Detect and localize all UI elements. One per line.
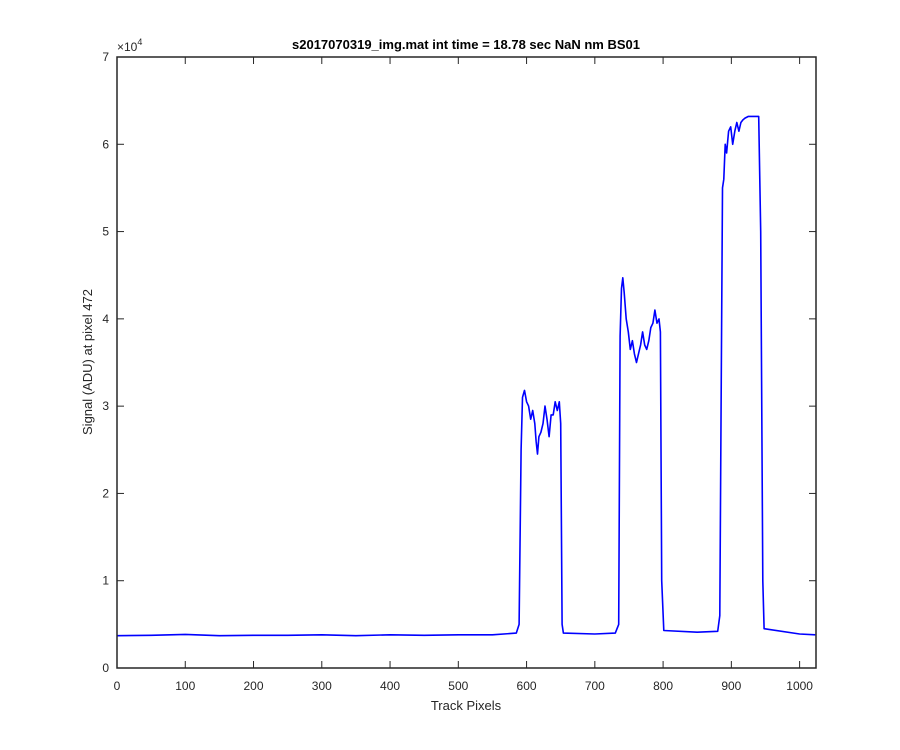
x-tick-label-6: 600	[517, 679, 537, 693]
y-axis-label: Signal (ADU) at pixel 472	[80, 289, 95, 435]
y-tick-label-1: 1	[102, 574, 109, 588]
axes-frame	[116, 56, 817, 669]
x-tick-label-8: 800	[653, 679, 673, 693]
y-tick-label-3: 3	[102, 399, 109, 413]
x-tick-label-1: 100	[175, 679, 195, 693]
x-tick-label-0: 0	[114, 679, 121, 693]
plot-area	[117, 57, 816, 668]
x-tick-label-4: 400	[380, 679, 400, 693]
y-tick-label-2: 2	[102, 486, 109, 500]
y-tick-label-5: 5	[102, 225, 109, 239]
x-tick-label-10: 1000	[786, 679, 813, 693]
x-tick-label-2: 200	[244, 679, 264, 693]
chart-title: s2017070319_img.mat int time = 18.78 sec…	[292, 37, 640, 52]
y-tick-label-6: 6	[102, 137, 109, 151]
y-exponent-power: 4	[137, 37, 142, 47]
x-tick-label-9: 900	[721, 679, 741, 693]
x-tick-label-3: 300	[312, 679, 332, 693]
tick-layer: 0 100 200 300 400 500 600 700 800 900 1000 0 1 2 3 4 5 6 7	[102, 50, 816, 693]
y-exponent-base: ×10	[117, 40, 138, 54]
series-line-0	[116, 115, 816, 637]
y-tick-label-0: 0	[102, 661, 109, 675]
x-axis-label: Track Pixels	[431, 698, 502, 713]
y-tick-label-4: 4	[102, 312, 109, 326]
x-tick-label-5: 500	[448, 679, 468, 693]
series-layer	[116, 115, 816, 637]
y-exponent-label: ×104	[117, 37, 142, 54]
y-tick-label-7: 7	[102, 50, 109, 64]
x-tick-label-7: 700	[585, 679, 605, 693]
